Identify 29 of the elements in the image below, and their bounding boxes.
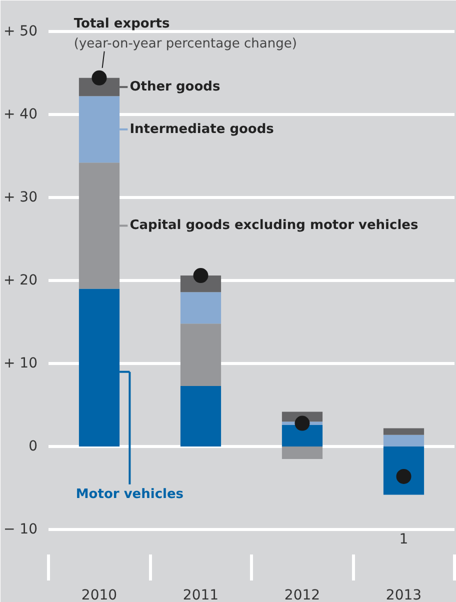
annotation: 1 [399,531,408,548]
bar [180,292,222,324]
bar [180,386,222,447]
legend-label: Capital goods excluding motor vehicles [130,218,418,234]
y-tick-label: + 30 [4,189,38,206]
x-tick-label: 2010 [81,588,118,602]
x-tick-label: 2011 [182,588,219,602]
bar [383,428,424,435]
bar [282,446,323,460]
y-tick-label: 0 [28,438,38,455]
legend-label: Other goods [130,80,220,95]
point [294,416,310,431]
text: Motor vehicles [76,486,184,502]
bar [383,446,424,495]
y-tick-label: + 50 [4,23,38,40]
annotation: (year-on-year percentage change) [74,36,297,52]
x-tick-label: 2012 [284,588,320,602]
bar [383,434,424,447]
y-tick-label: + 20 [4,272,38,288]
y-tick-label: − 10 [4,522,38,538]
point [193,268,208,284]
bar [180,324,222,386]
x-tick-label: 2013 [386,588,422,602]
y-tick-label: + 10 [4,356,38,372]
legend-label: Intermediate goods [130,122,274,137]
bar [282,424,323,447]
text: Total exports [74,16,170,32]
point [92,70,107,86]
y-tick-label: + 40 [4,106,38,122]
